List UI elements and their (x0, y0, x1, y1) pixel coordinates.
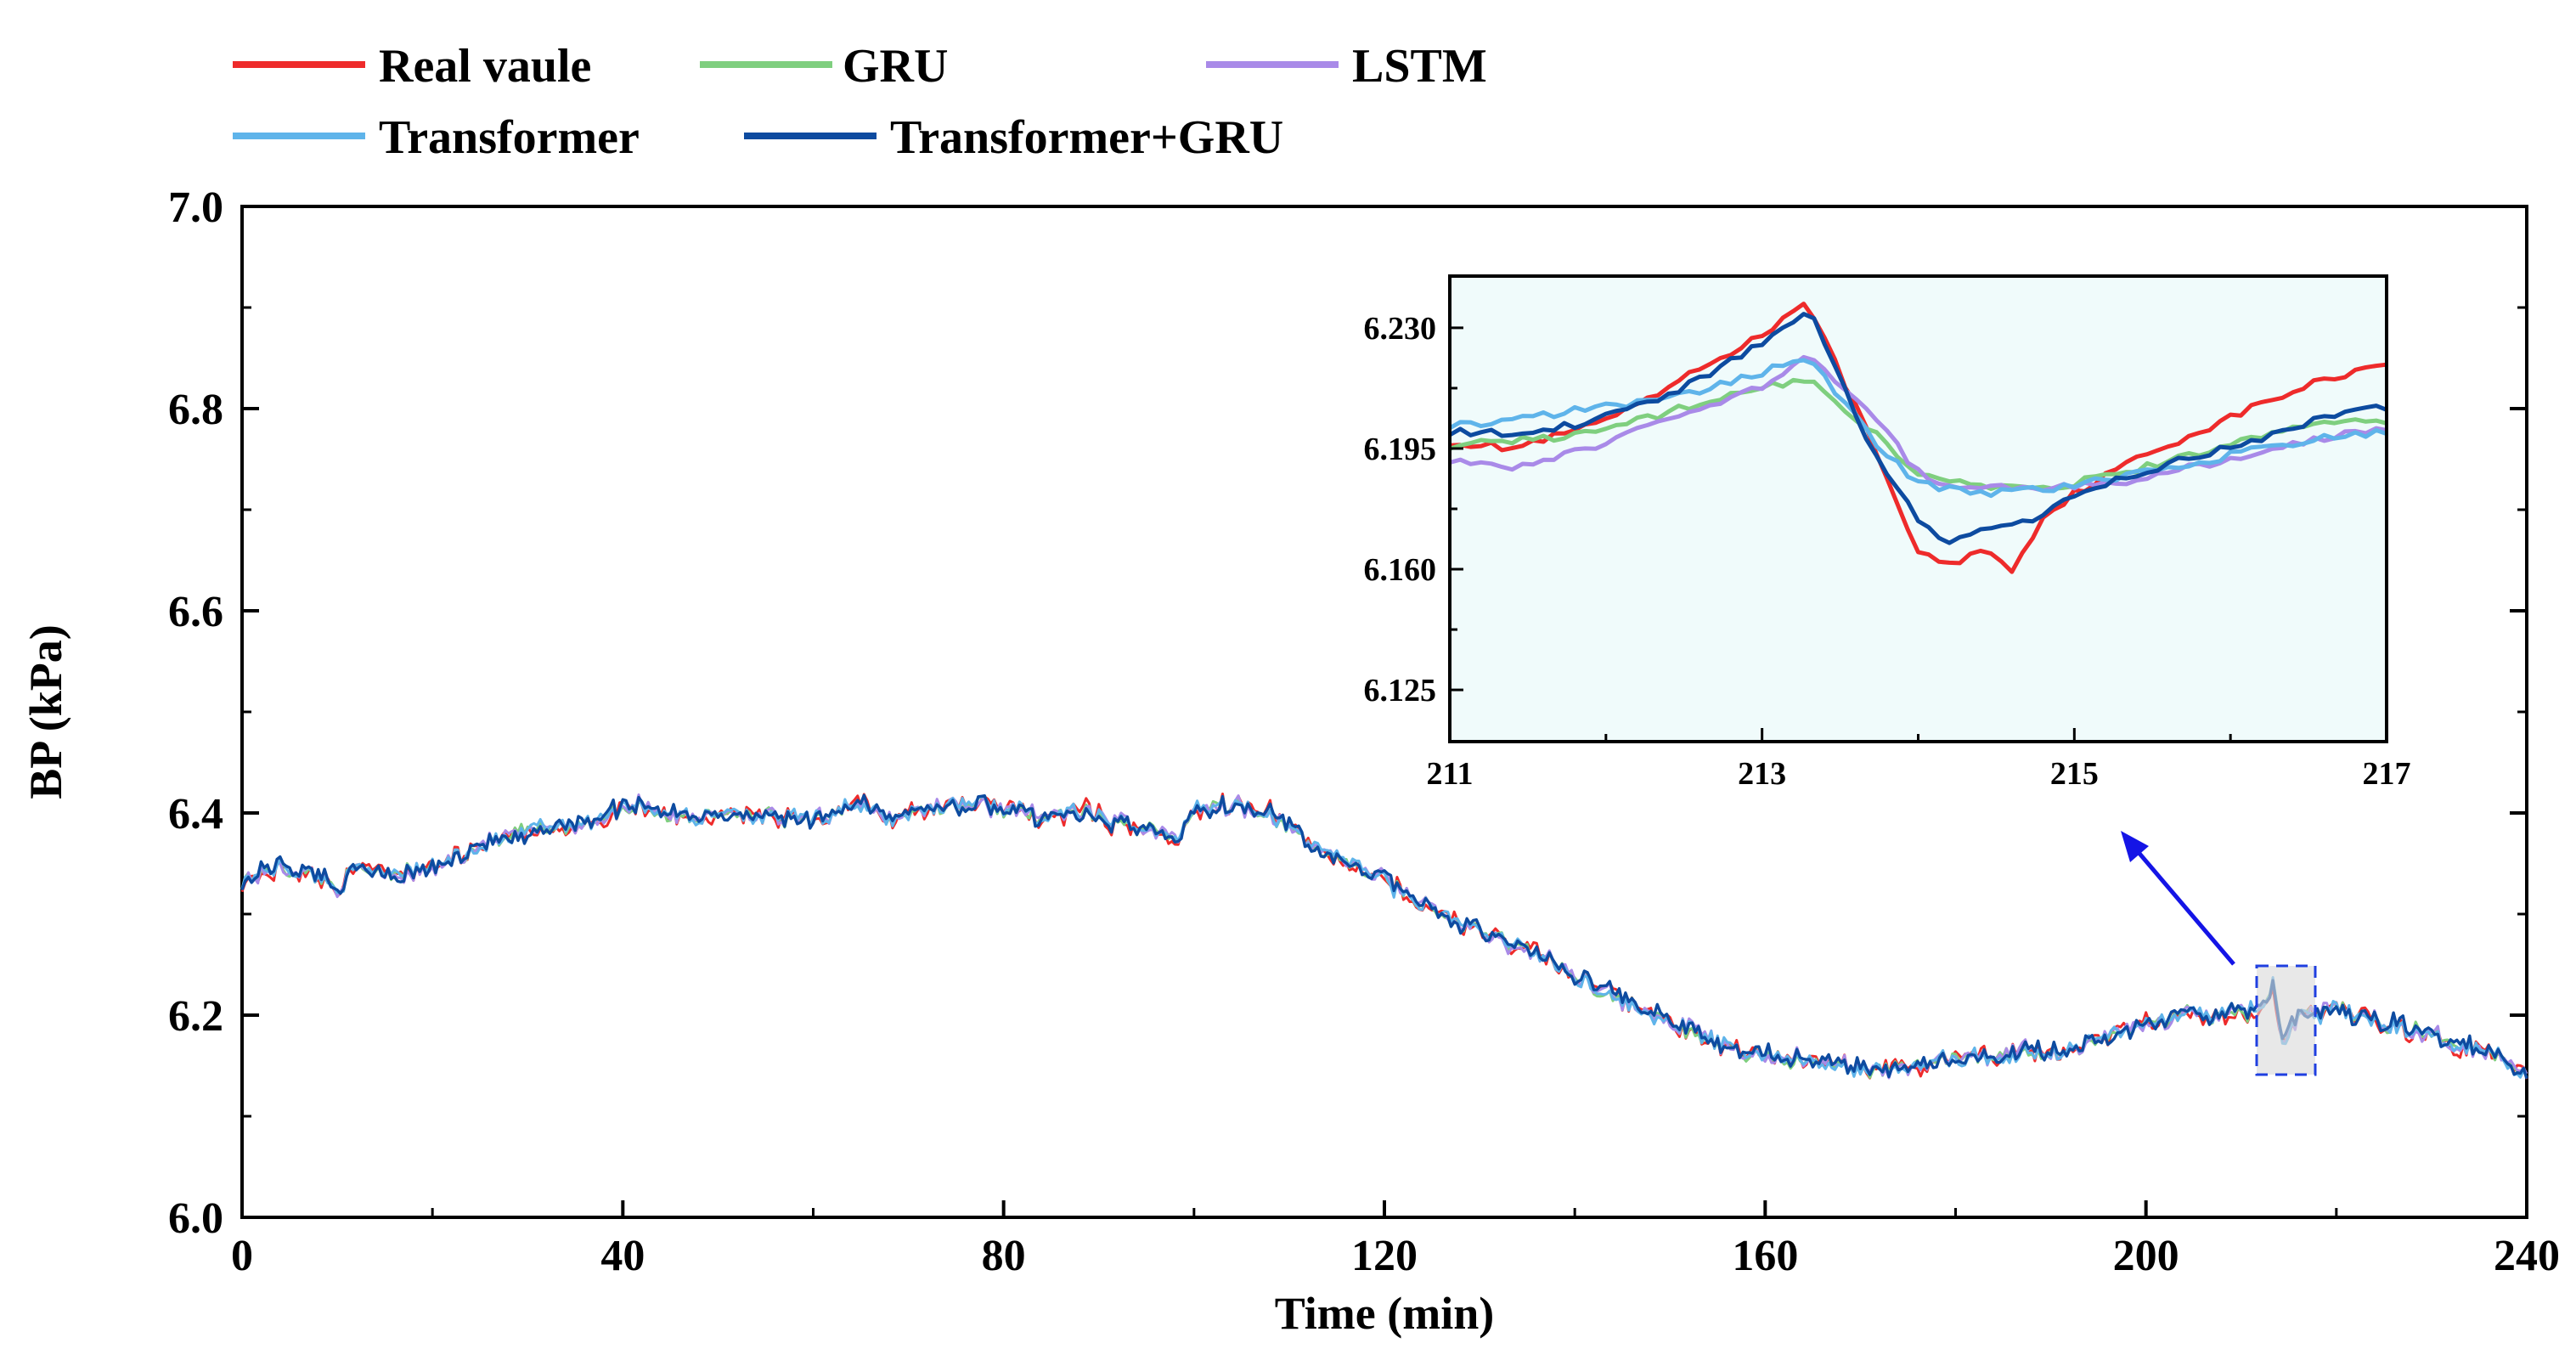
legend-item-gru: GRU (700, 40, 948, 93)
main-plot: 0 40 80 120 160 200 240 6.0 6.2 6.4 6.6 6.8 7.0 Time… (20, 183, 2560, 1339)
x-tick-label: 160 (1732, 1232, 1798, 1280)
inset-series-line-gru (1449, 377, 2387, 491)
main-ticks: 0 40 80 120 160 200 240 6.0 6.2 6.4 6.6 6.8 7.0 (168, 183, 2560, 1280)
legend-label-transformer-gru: Transformer+GRU (890, 111, 1283, 164)
main-series (240, 793, 2528, 1080)
legend-item-real-value: Real vaule (233, 40, 591, 93)
x-tick-label: 240 (2494, 1232, 2560, 1280)
legend-label-lstm: LSTM (1352, 40, 1487, 93)
legend-item-transformer-gru: Transformer+GRU (744, 111, 1283, 164)
y-tick-label: 6.8 (168, 386, 223, 434)
series-line-transformer-gru (240, 793, 2528, 1080)
legend-label-real-value: Real vaule (379, 40, 591, 93)
inset-x-tick-label: 211 (1427, 756, 1474, 792)
legend: Real vaule GRU LSTM Transformer Transfor… (233, 40, 1487, 164)
inset-series (1448, 302, 2387, 574)
inset-series-line-lstm (1449, 354, 2387, 493)
inset-y-tick-label: 6.125 (1364, 673, 1437, 708)
inset-x-tick-label: 215 (2050, 756, 2099, 792)
y-tick-label: 6.4 (168, 790, 223, 838)
series-line-transformer (240, 795, 2528, 1079)
legend-label-gru: GRU (843, 40, 948, 93)
y-axis-title: BP (kPa) (20, 624, 71, 799)
inset-series-line-transformer (1448, 358, 2387, 499)
legend-label-transformer: Transformer (379, 111, 640, 164)
inset-series-line-real-vaule (1449, 302, 2387, 574)
x-tick-label: 40 (600, 1232, 645, 1280)
inset-y-tick-label: 6.195 (1364, 432, 1437, 467)
zoom-region-highlight (2255, 964, 2317, 1076)
inset-series-line-transformer-gru (1448, 312, 2387, 545)
x-tick-label: 80 (982, 1232, 1026, 1280)
inset-x-tick-label: 217 (2363, 756, 2411, 792)
legend-item-lstm: LSTM (1206, 40, 1487, 93)
series-line-gru (240, 795, 2528, 1079)
x-axis-title: Time (min) (1275, 1288, 1494, 1339)
inset-plot-background (1450, 276, 2387, 742)
x-tick-label: 0 (231, 1232, 253, 1280)
x-tick-label: 120 (1351, 1232, 1418, 1280)
x-tick-label: 200 (2113, 1232, 2179, 1280)
series-line-lstm (240, 793, 2528, 1080)
y-tick-label: 7.0 (168, 183, 223, 232)
zoom-arrow (2121, 831, 2235, 966)
y-tick-label: 6.2 (168, 992, 223, 1041)
y-tick-label: 6.6 (168, 588, 223, 636)
inset-x-tick-label: 213 (1738, 756, 1786, 792)
y-tick-label: 6.0 (168, 1194, 223, 1243)
inset-y-tick-label: 6.160 (1364, 552, 1437, 588)
inset-ticks: 211 213 215 217 6.125 6.160 6.195 6.230 (1364, 311, 2411, 792)
legend-item-transformer: Transformer (233, 111, 640, 164)
inset-plot: 211 213 215 217 6.125 6.160 6.195 6.230 (1364, 274, 2411, 792)
inset-y-tick-label: 6.230 (1364, 311, 1437, 347)
series-line-real-vaule (240, 793, 2528, 1080)
